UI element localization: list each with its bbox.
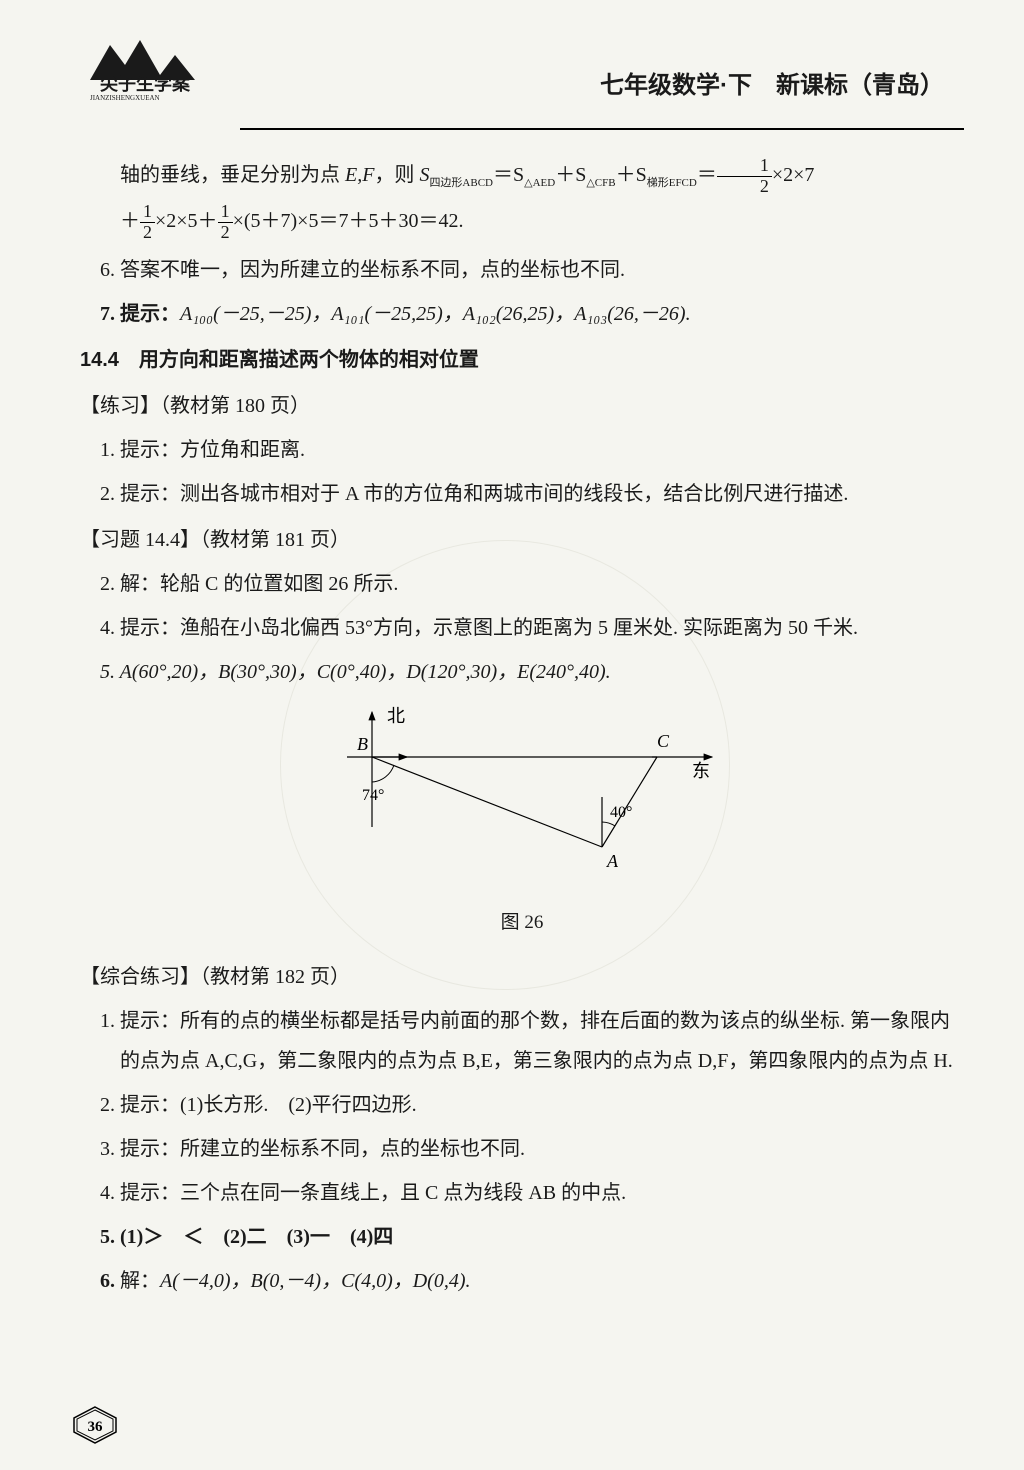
text: ，则 [374,164,414,186]
text-s3: ＋S [555,164,586,186]
svg-text:尖子生学案: 尖子生学案 [100,73,191,94]
xt-item-4: 4. 提示：渔船在小岛北偏西 53°方向，示意图上的距离为 5 厘米处. 实际距… [100,608,964,648]
header-divider [240,128,964,130]
xiti-14-4-title: 【习题 14.4】（教材第 181 页） [80,520,964,560]
header-title: 七年级数学·下 新课标（青岛） [600,65,964,100]
logo-area: 尖子生学案 JIANZISHENGXUEAN [80,30,230,100]
frac1: 12 [717,156,772,197]
lianxi-180-title: 【练习】（教材第 180 页） [80,386,964,426]
text: ×(5＋7)×5＝7＋5＋30＝42. [233,210,464,232]
solution-line-1: 轴的垂线，垂足分别为点 E,F，则 S四边形ABCD＝S△AED＋S△CFB＋S… [80,155,964,197]
zh-item-3: 3. 提示：所建立的坐标系不同，点的坐标也不同. [100,1129,964,1169]
text-s1: S [419,164,429,186]
frac3: 12 [218,202,233,243]
zh-item-6: 6. 解：A(－4,0)，B(0,－4)，C(4,0)，D(0,4). [100,1261,964,1301]
text: 轴的垂线，垂足分别为点 [120,164,340,186]
den: 2 [218,223,233,243]
text: ＋ [120,210,140,232]
lx-item-2: 2. 提示：测出各城市相对于 A 市的方位角和两城市间的线段长，结合比例尺进行描… [100,474,964,514]
page-header: 尖子生学案 JIANZISHENGXUEAN 七年级数学·下 新课标（青岛） [80,30,964,108]
label-b: B [357,734,368,754]
num: 1 [717,156,772,177]
frac2: 12 [140,202,155,243]
lx-item-1: 1. 提示：方位角和距离. [100,430,964,470]
label-a: A [606,851,619,871]
text-ef: E,F [345,164,374,186]
content-body: 轴的垂线，垂足分别为点 E,F，则 S四边形ABCD＝S△AED＋S△CFB＋S… [80,155,964,1301]
angle-40: 40° [610,804,632,821]
figure-26-caption: 图 26 [80,904,964,942]
page-number-text: 36 [88,1419,104,1435]
num: 1 [140,202,155,223]
page-number-icon: 36 [70,1405,120,1445]
num: 1 [218,202,233,223]
sub3: △CFB [586,177,615,189]
item7-body: A₁₀₀(－25,－25)，A₁₀₁(－25,25)，A₁₀₂(26,25)，A… [180,303,691,325]
section-14-4-title: 14.4 用方向和距离描述两个物体的相对位置 [80,340,964,380]
zh-item-5: 5. (1)＞ ＜ (2)二 (3)一 (4)四 [100,1217,964,1257]
text-end: ×2×7 [772,164,815,186]
label-north: 北 [387,706,405,726]
zh-item-2: 2. 提示：(1)长方形. (2)平行四边形. [100,1085,964,1125]
text-s2: ＝S [493,164,524,186]
figure-26: 北 东 B C A 74° 40° 图 26 [80,702,964,942]
zh-item-4: 4. 提示：三个点在同一条直线上，且 C 点为线段 AB 的中点. [100,1173,964,1213]
angle-74: 74° [362,787,384,804]
logo-mountain-icon: 尖子生学案 JIANZISHENGXUEAN [80,30,230,100]
zonghe-title: 【综合练习】（教材第 182 页） [80,957,964,997]
solution-line-2: ＋12×2×5＋12×(5＋7)×5＝7＋5＋30＝42. [120,201,964,243]
item-6: 6. 答案不唯一，因为所建立的坐标系不同，点的坐标也不同. [100,250,964,290]
text: ×2×5＋ [155,210,218,232]
sub2: △AED [524,177,555,189]
text-s4: ＋S [616,164,647,186]
text-eq: ＝ [697,164,717,186]
den: 2 [717,177,772,197]
zh-item-1: 1. 提示：所有的点的横坐标都是括号内前面的那个数，排在后面的数为该点的纵坐标.… [100,1001,964,1081]
den: 2 [140,223,155,243]
svg-text:JIANZISHENGXUEAN: JIANZISHENGXUEAN [90,94,160,100]
sub1: 四边形ABCD [429,177,493,189]
xt-item-2: 2. 解：轮船 C 的位置如图 26 所示. [100,564,964,604]
xt-item-5: 5. A(60°,20)，B(30°,30)，C(0°,40)，D(120°,3… [100,652,964,692]
figure-26-svg: 北 东 B C A 74° 40° [312,702,732,882]
sub4: 梯形EFCD [647,177,697,189]
item-7: 7. 提示：A₁₀₀(－25,－25)，A₁₀₁(－25,25)，A₁₀₂(26… [100,294,964,334]
zh6-body: A(－4,0)，B(0,－4)，C(4,0)，D(0,4). [160,1270,471,1292]
label-east: 东 [692,761,710,781]
page-number: 36 [70,1405,120,1450]
item7-prefix: 7. 提示： [100,303,180,325]
label-c: C [657,731,670,751]
